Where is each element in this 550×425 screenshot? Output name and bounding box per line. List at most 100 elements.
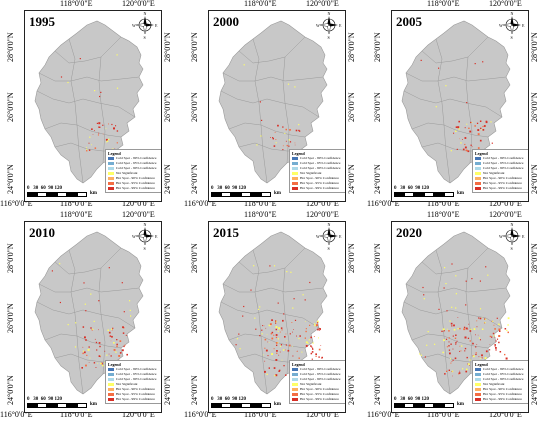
longitude-label-bottom: 116°0'0"E: [184, 410, 217, 419]
hotspot-cell: [102, 364, 104, 367]
hotspot-cell: [79, 58, 81, 60]
hotspot-cell: [292, 345, 293, 347]
compass-w-label: W: [499, 23, 503, 28]
hotspot-cell: [81, 367, 83, 369]
legend-item: Hot Spot - 90% Confidence: [292, 387, 345, 392]
latitude-label-left: 24°0'0"N: [6, 164, 15, 194]
hotspot-cell: [448, 349, 451, 351]
hotspot-cell: [298, 124, 300, 126]
hotspot-cell: [272, 137, 274, 139]
hotspot-cell: [285, 344, 287, 346]
province-map: N S E W: [34, 11, 158, 184]
hotspot-cell: [235, 344, 237, 346]
hotspot-cell: [88, 142, 90, 144]
legend-item: Not Significant: [475, 382, 528, 387]
hotspot-cell: [485, 266, 487, 268]
longitude-label-bottom: 116°0'0"E: [0, 410, 33, 419]
hotspot-cell: [479, 339, 481, 341]
hotspot-cell: [443, 330, 445, 332]
legend-label: Not Significant: [300, 382, 322, 386]
hotspot-cell: [420, 59, 422, 61]
hotspot-cell: [446, 310, 448, 312]
hotspot-cell: [107, 329, 109, 331]
hotspot-cell: [469, 330, 472, 332]
legend-item: Cold Spot - 90% Confidence: [292, 377, 345, 382]
hotspot-cell: [470, 144, 472, 146]
scale-bar: 0 30 60 90 120 km: [27, 186, 97, 200]
hotspot-cell: [106, 141, 107, 143]
hotspot-cell: [464, 143, 466, 146]
compass-w-label: W: [132, 23, 136, 28]
hotspot-cell: [448, 345, 450, 347]
hotspot-cell: [94, 147, 97, 149]
hotspot-cell: [264, 370, 266, 373]
map-frame: N S E W 1995 Legend Cold Spot - 99% Confidence…: [24, 10, 162, 202]
hotspot-cell: [499, 330, 501, 332]
legend-swatch: [292, 368, 298, 371]
legend-item: Cold Spot - 99% Confidence: [475, 156, 528, 161]
latitude-label-right: 26°0'0"N: [347, 303, 356, 333]
legend-label: Not Significant: [300, 171, 322, 175]
hotspot-cell: [243, 64, 245, 66]
city-boundary: [435, 249, 451, 395]
hotspot-cell: [275, 320, 277, 322]
longitude-label-top: 118°0'0"E: [244, 210, 277, 219]
legend-item: Cold Spot - 99% Confidence: [108, 367, 161, 372]
hotspot-cell: [121, 282, 123, 284]
city-boundary: [411, 122, 489, 138]
hotspot-cell: [507, 317, 510, 320]
hotspot-cell: [92, 134, 94, 135]
hotspot-cell: [494, 337, 496, 338]
hotspot-cell: [464, 127, 466, 129]
hotspot-cell: [494, 344, 496, 346]
longitude-label-top: 120°0'0"E: [122, 210, 155, 219]
hotspot-cell: [493, 333, 495, 335]
hotspot-cell: [100, 362, 103, 365]
hotspot-cell: [100, 356, 101, 358]
longitude-label-bottom: 118°0'0"E: [60, 410, 93, 419]
year-label: 1995: [29, 14, 55, 29]
city-boundary: [98, 267, 106, 375]
legend-swatch: [475, 177, 481, 180]
hotspot-cell: [452, 335, 454, 337]
hotspot-cell: [476, 344, 478, 345]
legend-label: Hot Spot - 99% Confidence: [300, 186, 339, 190]
hotspot-cell: [275, 342, 278, 344]
longitude-label-top: 118°0'0"E: [244, 0, 277, 8]
legend-item: Hot Spot - 95% Confidence: [292, 392, 345, 397]
latitude-label-right: 24°0'0"N: [163, 164, 172, 194]
longitude-label-bottom: 118°0'0"E: [427, 410, 460, 419]
hotspot-cell: [275, 142, 277, 144]
hotspot-cell: [299, 335, 301, 337]
hotspot-cell: [459, 138, 460, 140]
hotspot-cell: [82, 350, 85, 352]
latitude-label-right: 26°0'0"N: [347, 92, 356, 122]
latitude-label-right: 24°0'0"N: [163, 375, 172, 405]
hotspot-cell: [455, 275, 457, 277]
compass-s-label: S: [144, 246, 146, 251]
hotspot-cell: [250, 289, 252, 291]
scale-segment: [77, 403, 87, 408]
hotspot-cell: [482, 61, 484, 63]
hotspot-cell: [270, 333, 273, 335]
latitude-label-left: 24°0'0"N: [190, 164, 199, 194]
hotspot-cell: [316, 320, 319, 323]
scale-segment: [241, 403, 251, 408]
hotspot-cell: [285, 374, 287, 376]
city-boundary: [98, 56, 106, 164]
legend-item: Cold Spot - 90% Confidence: [475, 166, 528, 171]
map-panel-2015: 118°0'0"E 120°0'0"E 116°0'0"E 118°0'0"E 120°…: [184, 210, 366, 419]
legend-label: Hot Spot - 90% Confidence: [300, 176, 339, 180]
hotspot-cell: [453, 328, 456, 331]
hotspot-cell: [262, 325, 264, 327]
latitude-label-right: 24°0'0"N: [530, 164, 539, 194]
hotspot-cell: [296, 351, 298, 352]
hotspot-cell: [469, 365, 470, 366]
legend-swatch: [292, 373, 298, 376]
legend-swatch: [108, 172, 114, 175]
hotspot-cell: [265, 327, 267, 329]
latitude-label-right: 28°0'0"N: [530, 243, 539, 273]
latitude-label-right: 28°0'0"N: [347, 32, 356, 62]
scale-segment: [251, 403, 261, 408]
hotspot-cell: [469, 340, 471, 342]
